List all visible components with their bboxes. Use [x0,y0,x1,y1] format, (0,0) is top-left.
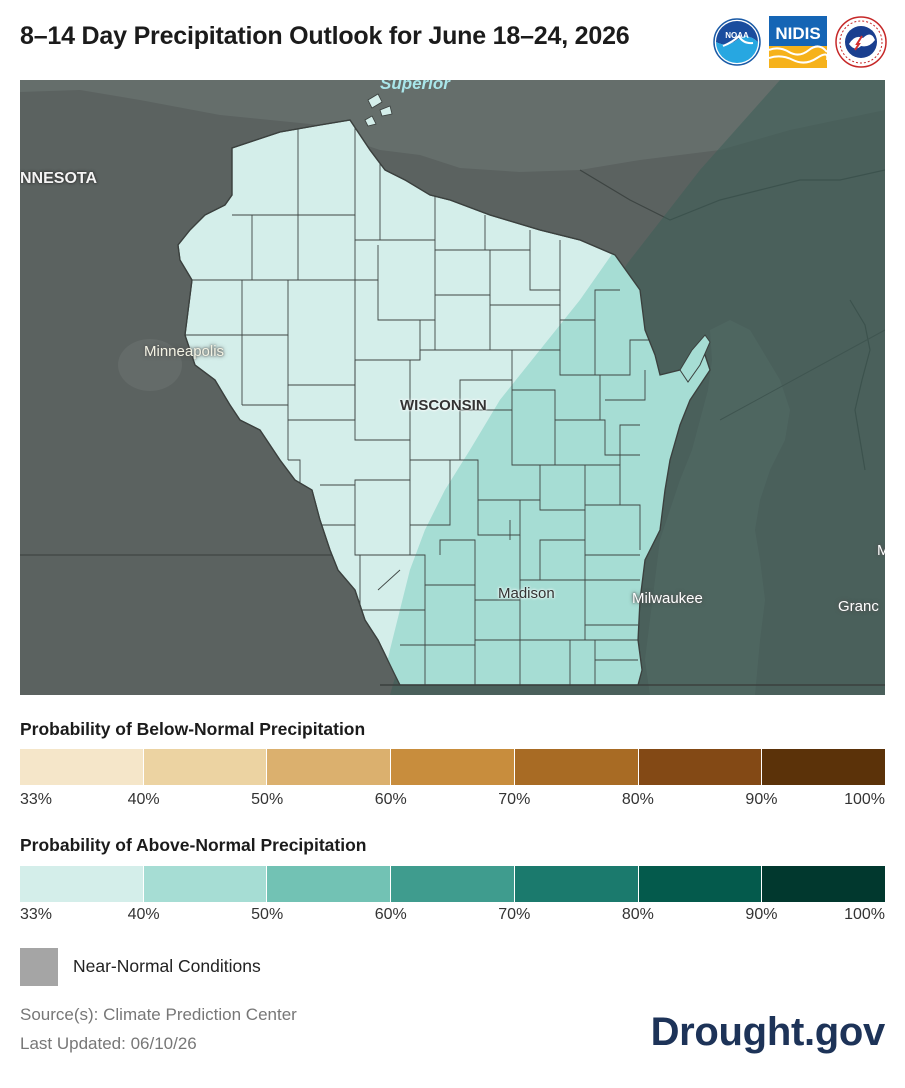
above-normal-ticks: 33% 40% 50% 60% 70% 80% 90% 100% [20,906,885,926]
above-normal-color-bar [20,866,886,902]
below-tick-label: 100% [844,791,885,808]
grand-rapids-label: Granc [838,598,879,615]
minneapolis-label: Minneapolis [144,343,225,360]
below-normal-legend-title: Probability of Below-Normal Precipitatio… [20,719,366,739]
below-color-cell [143,749,268,785]
nidis-logo-icon[interactable]: NIDIS [769,16,827,68]
above-color-cell [143,866,268,902]
above-tick-label: 70% [498,906,531,923]
above-color-cell [391,866,515,902]
below-color-cell [638,749,763,785]
below-color-cell [514,749,639,785]
below-color-cell [391,749,515,785]
near-normal-label: Near-Normal Conditions [73,956,261,976]
noaa-logo-text: NOAA [725,31,749,40]
below-normal-color-bar [20,749,886,785]
above-color-cell [20,866,144,902]
national-weather-service-logo-icon[interactable] [835,16,887,68]
above-tick-label: 50% [251,906,284,923]
above-color-cell [267,866,392,902]
above-tick-label: 40% [127,906,160,923]
lake-superior-label: Superior [380,80,450,93]
below-color-cell [267,749,392,785]
drought-gov-brand[interactable]: Drought.gov [650,1010,886,1054]
below-tick-label: 40% [127,791,160,808]
above-color-cell [762,866,886,902]
below-color-cell [762,749,886,785]
near-normal-swatch [20,948,58,986]
page-title: 8–14 Day Precipitation Outlook for June … [20,22,630,50]
below-color-cell [20,749,144,785]
below-tick-label: 50% [251,791,284,808]
below-tick-label: 80% [621,791,654,808]
below-tick-label: 90% [745,791,778,808]
lake-superior [20,80,885,172]
precipitation-outlook-map[interactable]: Superior NNESOTA Minneapolis WISCONSIN M… [20,80,885,695]
noaa-logo-icon[interactable]: NOAA [713,18,761,66]
below-tick-label: 70% [498,791,531,808]
logo-group: NOAA NIDIS [713,14,887,70]
above-tick-label: 90% [745,906,778,923]
above-tick-label: 80% [621,906,654,923]
county-lines [185,120,660,685]
last-updated-text: Last Updated: 06/10/26 [20,1034,197,1053]
map-canvas [20,80,885,695]
below-tick-label: 33% [20,791,53,808]
madison-label: Madison [498,585,555,602]
below-tick-label: 60% [374,791,407,808]
source-text: Source(s): Climate Prediction Center [20,1005,297,1024]
above-tick-label: 60% [374,906,407,923]
above-color-cell [638,866,763,902]
michigan-edge-label: M [877,542,885,559]
above-tick-label: 33% [20,906,53,923]
minnesota-label: NNESOTA [20,170,98,187]
below-normal-ticks: 33% 40% 50% 60% 70% 80% 90% 100% [20,791,885,811]
above-color-cell [514,866,639,902]
nidis-logo-text: NIDIS [775,24,820,43]
milwaukee-label: Milwaukee [632,590,703,607]
above-normal-legend-title: Probability of Above-Normal Precipitatio… [20,835,367,855]
wisconsin-label: WISCONSIN [400,397,487,414]
source-info: Source(s): Climate Prediction Center Las… [20,1000,297,1058]
above-tick-label: 100% [844,906,885,923]
